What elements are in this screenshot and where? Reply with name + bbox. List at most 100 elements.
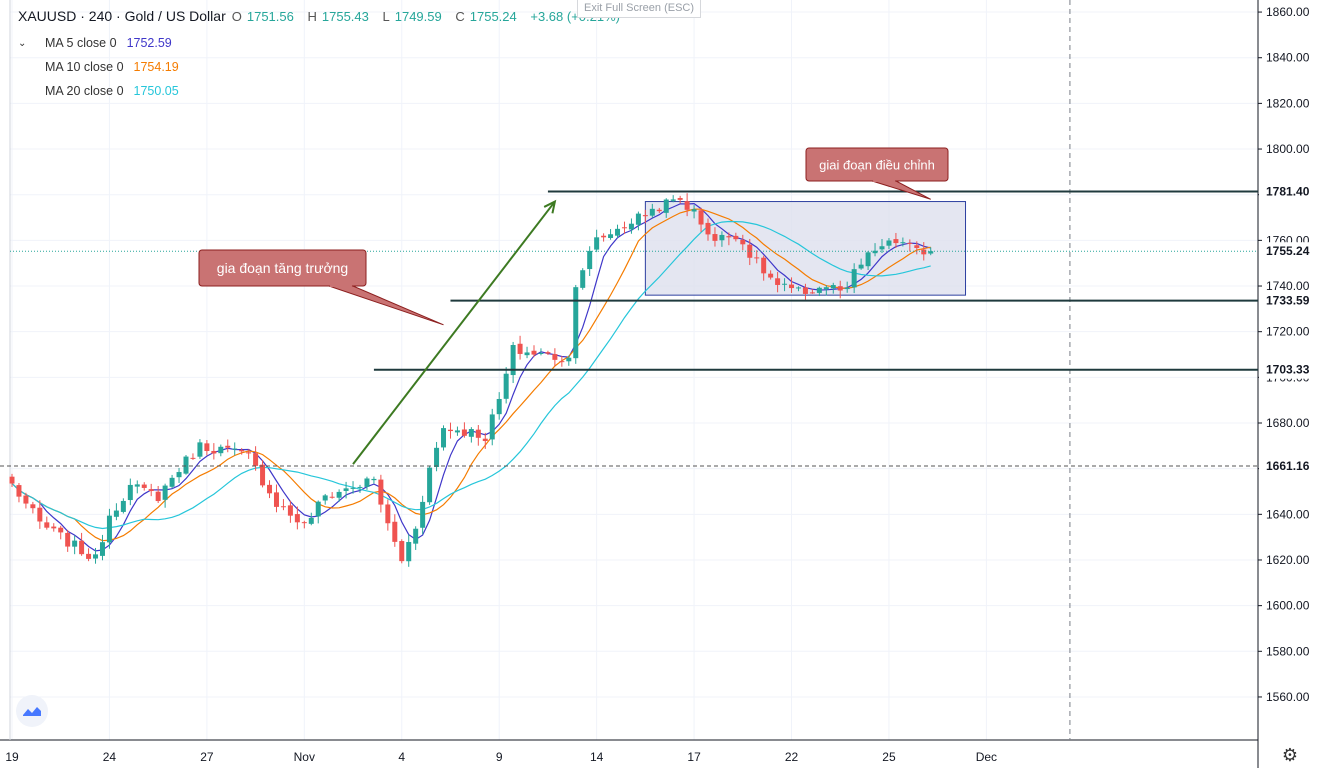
candle-body [893, 239, 899, 244]
ma10-row[interactable]: MA 10 close 0 1754.19 [18, 55, 625, 79]
candle-body [900, 242, 906, 244]
candle-body [434, 447, 440, 468]
symbol-title[interactable]: XAUUSD · 240 · Gold / US Dollar [18, 8, 226, 24]
candle [907, 239, 913, 252]
exit-fullscreen-button[interactable]: Exit Full Screen (ESC) [577, 0, 702, 18]
candle [670, 195, 676, 203]
ma20-row[interactable]: MA 20 close 0 1750.05 [18, 79, 625, 103]
candle [454, 426, 460, 436]
ma20-name: MA 20 close 0 [45, 84, 124, 98]
candle [740, 234, 746, 251]
candle [802, 283, 808, 300]
candle [197, 439, 203, 459]
high-value: 1755.43 [321, 9, 369, 24]
candle [705, 218, 711, 241]
candle [239, 448, 245, 455]
candle-body [343, 488, 349, 491]
candle [712, 227, 718, 247]
candle [287, 500, 293, 523]
candle-body [44, 522, 50, 528]
candle-body [663, 199, 669, 213]
candle-body [921, 249, 927, 255]
candle [441, 425, 447, 451]
candle-body [649, 208, 655, 216]
candle [44, 516, 50, 530]
callout-pointer [328, 285, 444, 326]
candle [246, 449, 252, 459]
candle-body [378, 479, 384, 505]
tradingview-logo-icon[interactable] [16, 695, 48, 727]
candle [211, 443, 217, 460]
ma10-name: MA 10 close 0 [45, 60, 124, 74]
candle-body [761, 257, 767, 274]
candle [559, 356, 565, 367]
x-tick-label: 25 [882, 750, 896, 764]
candle-body [301, 522, 307, 524]
candle [649, 203, 655, 218]
candle-body [120, 500, 126, 512]
callout-annotation: giai đoạn điều chỉnh [805, 147, 949, 200]
candle [552, 348, 558, 367]
candle-body [907, 242, 913, 244]
candle [65, 529, 71, 552]
candle-body [294, 514, 300, 523]
candle [420, 495, 426, 535]
candle [517, 335, 523, 360]
trend-arrow-line [352, 200, 556, 465]
candle-body [795, 287, 801, 289]
candle-body [851, 269, 857, 288]
candle-body [99, 542, 105, 556]
ma5-row[interactable]: ⌄ MA 5 close 0 1752.59 [18, 31, 625, 55]
candle [837, 280, 843, 299]
candle-body [684, 201, 690, 210]
candle-body [141, 484, 147, 488]
collapse-chevron-icon[interactable]: ⌄ [18, 37, 27, 49]
candle [204, 440, 210, 456]
candle-body [308, 517, 314, 524]
candle-body [58, 527, 64, 533]
candle-body [253, 453, 259, 466]
candle [601, 233, 607, 242]
candle [162, 483, 168, 508]
gear-icon[interactable]: ⚙ [1281, 745, 1299, 765]
candle [545, 350, 551, 356]
y-tick-label: 1820.00 [1266, 96, 1310, 110]
candle-body [740, 239, 746, 245]
candle [656, 207, 662, 214]
candle-body [357, 486, 363, 488]
level-label: 1733.59 [1266, 294, 1310, 308]
candle-body [399, 541, 405, 562]
candle-body [789, 284, 795, 289]
candle [635, 211, 641, 231]
candle-body [148, 489, 154, 492]
chart-legend: XAUUSD · 240 · Gold / US Dollar O 1751.56… [18, 8, 625, 103]
candle-body [573, 287, 579, 359]
candles [9, 193, 934, 567]
candle-body [830, 285, 836, 289]
candle-body [246, 452, 252, 454]
candle [879, 238, 885, 254]
candle [350, 481, 356, 494]
level-label: 1661.16 [1266, 459, 1310, 473]
candle [371, 476, 377, 484]
candle-body [441, 428, 447, 448]
candle [113, 503, 119, 521]
candle [594, 229, 600, 253]
candle [267, 480, 273, 499]
candle-body [642, 215, 648, 217]
level-label-bg [1259, 457, 1319, 476]
candle [726, 232, 732, 246]
candle [399, 539, 405, 564]
candle-body [336, 491, 342, 498]
candle-body [775, 278, 781, 285]
y-tick-label: 1740.00 [1266, 279, 1310, 293]
candle [427, 466, 433, 505]
candle-body [858, 264, 864, 269]
candle-body [113, 510, 119, 517]
y-tick-label: 1680.00 [1266, 416, 1310, 430]
candle [260, 460, 266, 488]
candle-body [134, 484, 140, 487]
candle [23, 492, 29, 509]
y-tick-label: 1600.00 [1266, 599, 1310, 613]
